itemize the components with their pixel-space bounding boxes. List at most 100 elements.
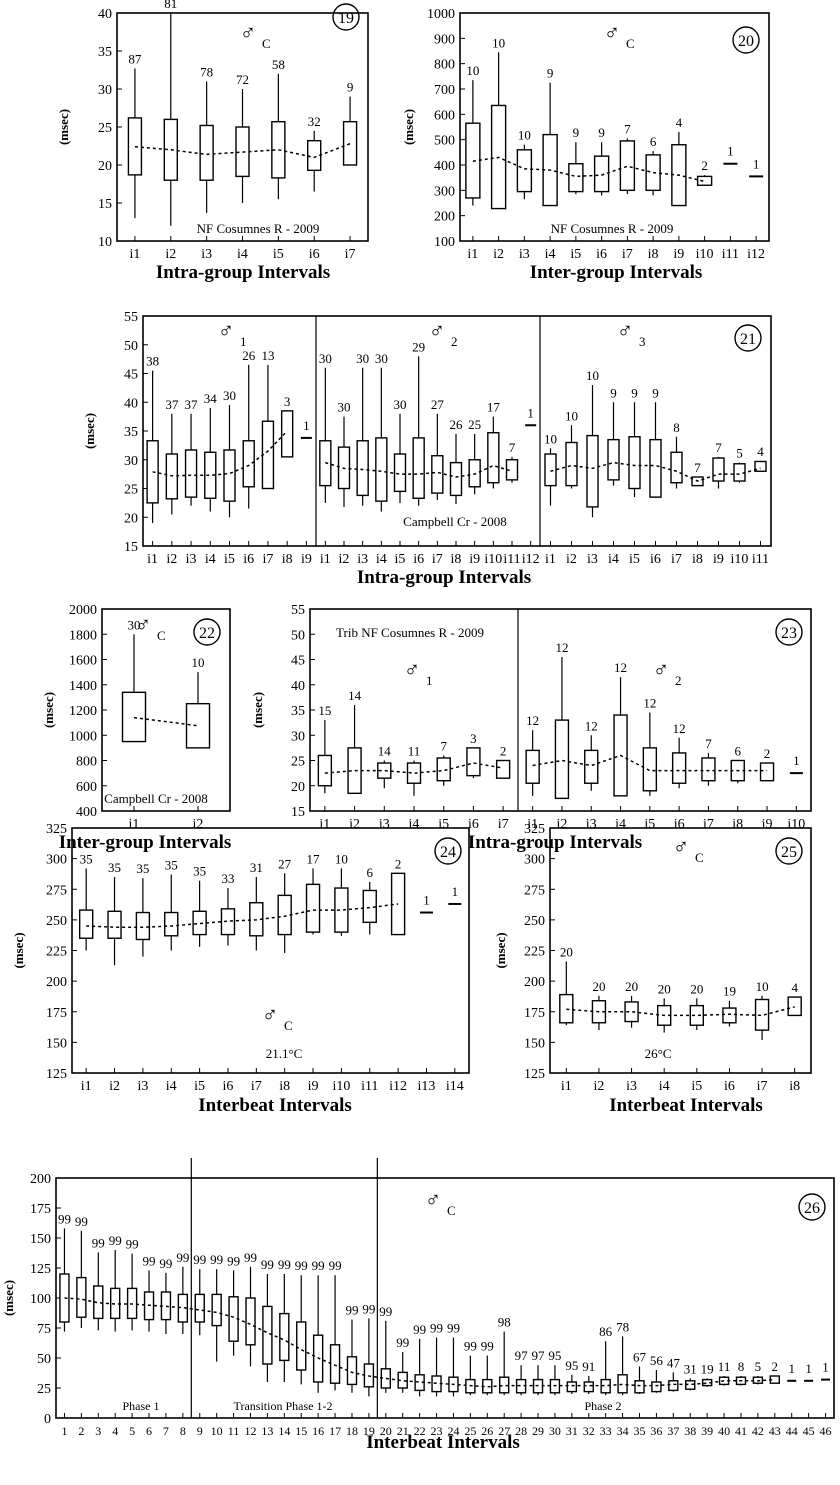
sample-size-label: 7	[440, 738, 447, 753]
x-tick-label: 43	[769, 1424, 781, 1438]
sample-size-label: 1	[822, 1360, 829, 1375]
sample-size-label: 6	[735, 744, 742, 759]
panel-number: 19	[338, 10, 354, 27]
mean-trend-line	[472, 156, 705, 183]
y-tick-label: 45	[124, 368, 138, 383]
box	[346, 1356, 358, 1386]
panel-annotation: NF Cosumnes R - 2009	[197, 221, 320, 236]
box	[628, 436, 641, 490]
box	[584, 749, 599, 784]
x-tick-label: i1	[320, 552, 331, 567]
box	[670, 451, 683, 484]
box	[498, 1376, 510, 1394]
x-tick-label: i5	[438, 817, 449, 832]
x-tick-label: 14	[278, 1424, 290, 1438]
x-tick-label: i12	[522, 552, 540, 567]
y-tick-label: 275	[46, 883, 67, 898]
x-axis-label: Intra-group Intervals	[357, 567, 531, 588]
box	[127, 117, 143, 176]
male-symbol: ♂	[218, 318, 235, 343]
box	[649, 438, 662, 498]
sample-size-label: 91	[582, 1359, 595, 1374]
x-tick-label: 26	[481, 1424, 493, 1438]
x-tick-label: 42	[752, 1424, 764, 1438]
y-axis-label: (msec)	[82, 413, 97, 449]
sample-size-label: 30	[338, 400, 351, 415]
x-tick-label: i2	[339, 552, 350, 567]
sample-size-label: 99	[159, 1256, 172, 1271]
sample-size-label: 35	[80, 851, 93, 866]
y-axis-label: (msec)	[493, 932, 508, 968]
y-tick-label: 1000	[69, 729, 97, 744]
sample-size-label: 19	[701, 1361, 714, 1376]
x-tick-label: i4	[166, 1079, 177, 1094]
y-tick-label: 500	[434, 134, 455, 149]
y-axis-label: (msec)	[1, 1280, 16, 1316]
x-tick-label: 29	[532, 1424, 544, 1438]
y-axis-label: (msec)	[56, 109, 71, 145]
x-tick-label: i9	[308, 1079, 319, 1094]
sample-size-label: 9	[598, 125, 605, 140]
panel-number-circle	[775, 837, 803, 865]
x-tick-label: i5	[194, 1079, 205, 1094]
y-tick-label: 15	[98, 197, 112, 212]
x-axis-label: Interbeat Intervals	[198, 1095, 352, 1116]
sample-size-label: 7	[705, 736, 712, 751]
sample-size-label: 99	[227, 1253, 240, 1268]
y-tick-label: 1400	[69, 679, 97, 694]
phase-label: Phase 1	[123, 1399, 160, 1413]
sample-size-label: 78	[616, 1319, 629, 1334]
sample-size-label: 10	[492, 35, 505, 50]
box	[566, 1381, 578, 1393]
x-tick-label: i4	[237, 247, 248, 262]
box	[617, 1374, 628, 1394]
box	[516, 149, 533, 193]
sample-size-label: 9	[610, 385, 617, 400]
box	[356, 440, 369, 497]
mean-trend-line	[64, 1297, 775, 1388]
panel-annotation: Campbell Cr - 2008	[403, 514, 507, 529]
box	[544, 453, 557, 487]
sample-size-label: 10	[586, 368, 599, 383]
box	[607, 438, 620, 481]
y-tick-label: 40	[124, 396, 138, 411]
box	[204, 451, 217, 499]
box	[107, 910, 122, 939]
box	[199, 124, 214, 181]
y-tick-label: 325	[524, 822, 545, 837]
box	[468, 459, 481, 488]
y-tick-label: 300	[46, 853, 67, 868]
sample-size-label: 99	[143, 1253, 156, 1268]
x-tick-label: i3	[626, 1079, 637, 1094]
phase-label: Phase 2	[585, 1399, 622, 1413]
sample-size-label: 35	[136, 861, 149, 876]
panel-23-chart: 15 20 25 30 35 40 45 50 55 (msec) Intra-group Inte…	[250, 603, 812, 853]
sample-size-label: 9	[652, 385, 659, 400]
panel-annotation: Campbell Cr - 2008	[104, 791, 208, 806]
y-tick-label: 150	[46, 1036, 67, 1051]
x-tick-label: 40	[718, 1424, 730, 1438]
x-tick-label: i5	[629, 552, 640, 567]
sample-size-label: 30	[356, 351, 369, 366]
x-tick-label: i5	[224, 552, 235, 567]
y-tick-label: 40	[98, 7, 112, 22]
box	[163, 118, 178, 181]
y-tick-label: 50	[291, 628, 305, 643]
y-tick-label: 150	[524, 1036, 545, 1051]
sample-size-label: 11	[718, 1359, 731, 1374]
x-tick-label: 4	[112, 1424, 118, 1438]
box	[296, 1321, 307, 1371]
x-tick-label: i9	[301, 552, 312, 567]
sample-size-label: 58	[272, 57, 285, 72]
box	[184, 449, 198, 498]
box	[722, 1007, 737, 1024]
sample-size-label: 99	[413, 1322, 426, 1337]
x-tick-label: i1	[467, 247, 478, 262]
sample-size-label: 33	[221, 871, 234, 886]
plot-frame	[549, 827, 812, 1074]
sample-size-label: 6	[367, 865, 374, 880]
x-tick-label: i1	[527, 817, 538, 832]
x-tick-label: 17	[329, 1424, 341, 1438]
sample-size-label: 99	[75, 1214, 88, 1229]
sample-size-label: 13	[261, 348, 274, 363]
